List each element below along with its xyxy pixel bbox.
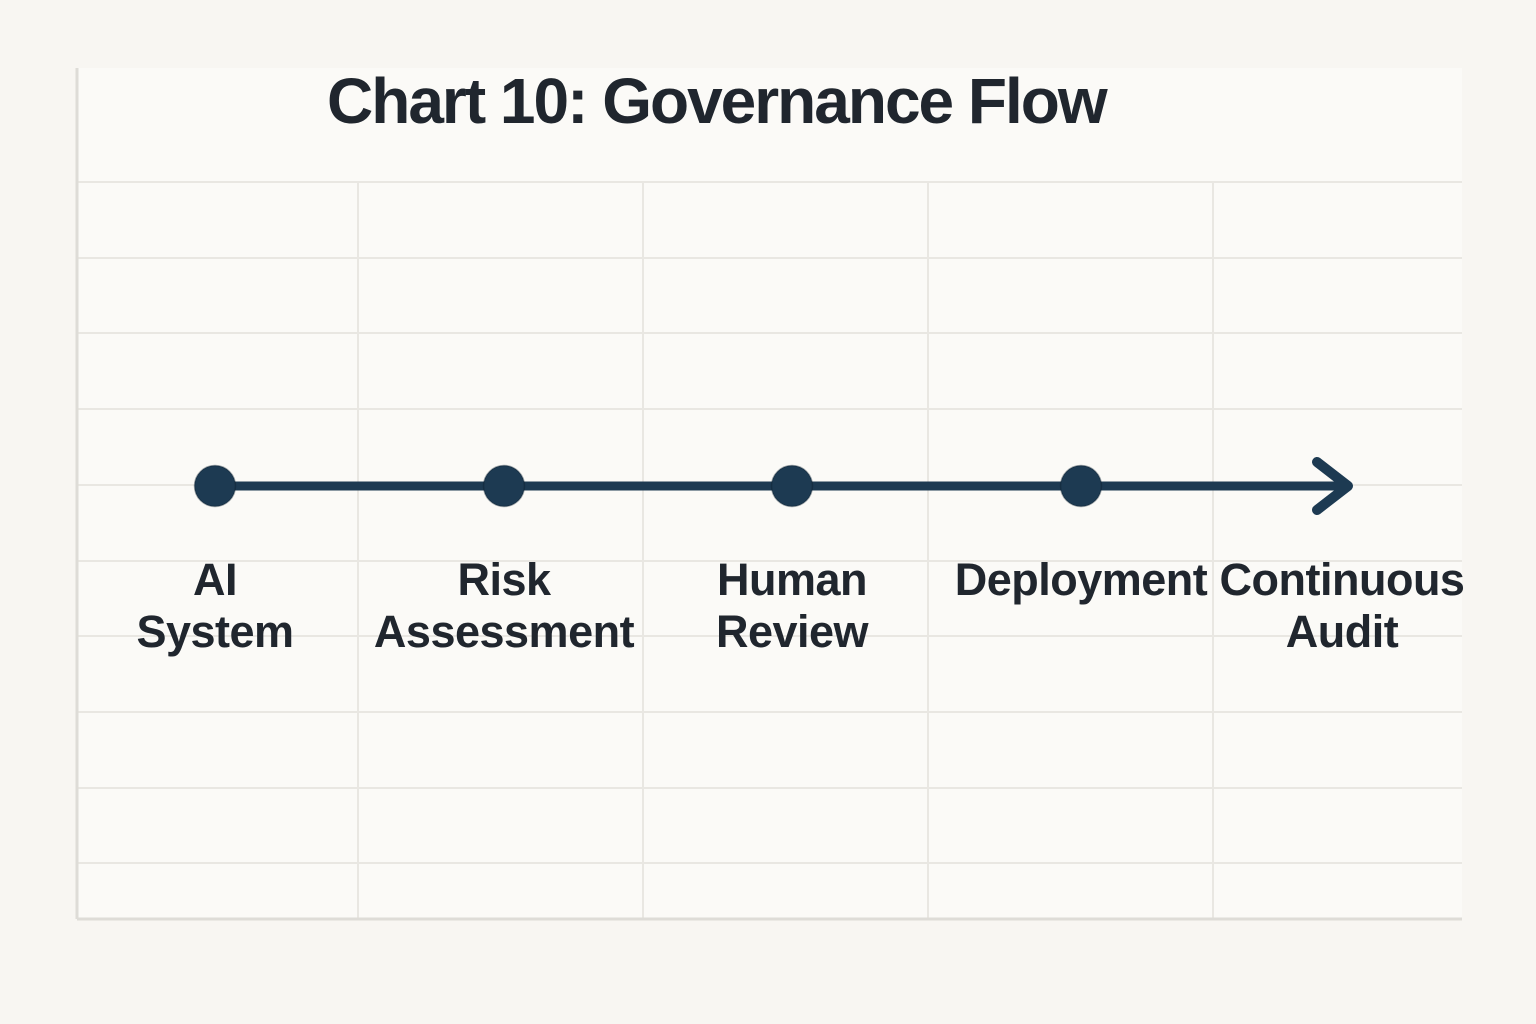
stage-dot-1 (482, 464, 526, 508)
stage-label-4: Continuous Audit (1219, 554, 1465, 657)
plot-area (77, 68, 1462, 919)
stage-dot-0 (193, 464, 237, 508)
stage-label-0: AI System (136, 554, 294, 657)
stage-label-1: Risk Assessment (373, 554, 635, 657)
stage-dot-3 (1059, 464, 1103, 508)
stage-label-2: Human Review (715, 554, 869, 657)
chart-title: Chart 10: Governance Flow (327, 65, 1108, 137)
stage-label-3: Deployment (954, 554, 1208, 605)
flow-arrowhead-icon (1312, 457, 1353, 515)
stage-dot-2 (770, 464, 814, 508)
